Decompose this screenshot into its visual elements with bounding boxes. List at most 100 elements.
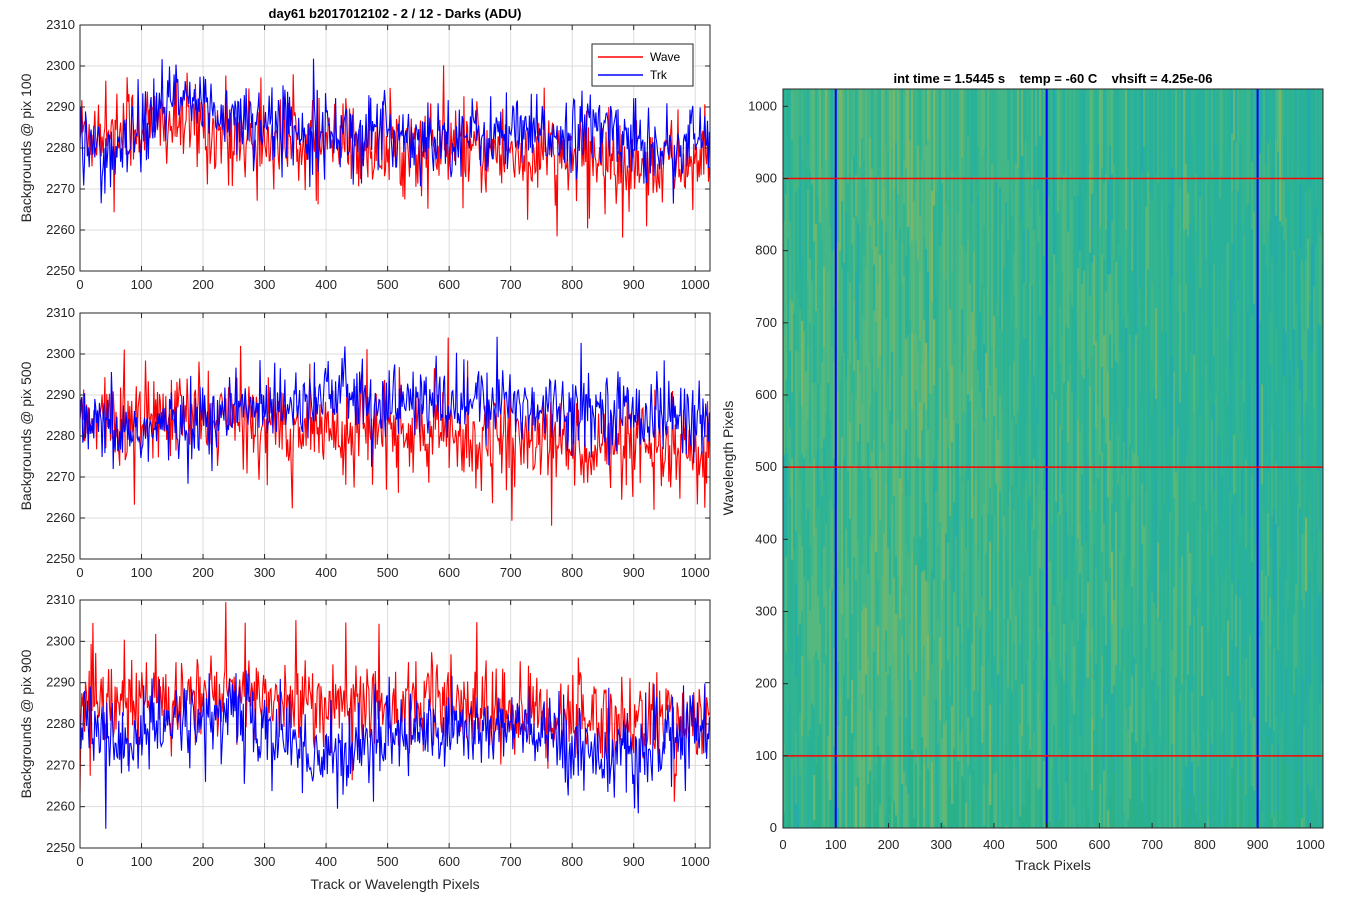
heatmap-cell xyxy=(1161,486,1164,573)
heatmap-cell xyxy=(819,89,822,223)
heatmap-cell xyxy=(997,746,1000,828)
heatmap-cell xyxy=(905,338,908,430)
heatmap-cell xyxy=(1059,424,1062,516)
heatmap-cell xyxy=(801,453,804,547)
heatmap-cell xyxy=(1179,187,1182,286)
heatmap-cell xyxy=(953,247,956,344)
heatmap-cell xyxy=(875,665,878,722)
heatmap-cell xyxy=(869,583,872,625)
y-tick-label: 300 xyxy=(755,603,777,618)
heatmap-cell xyxy=(1217,89,1220,168)
heatmap-cell xyxy=(925,683,928,749)
y-tick-label: 2250 xyxy=(46,263,75,278)
heatmap-cell xyxy=(1233,692,1236,749)
heatmap-cell xyxy=(1049,284,1052,348)
heatmap-cell xyxy=(935,292,938,392)
heatmap-cell xyxy=(1039,721,1042,788)
heatmap-cell xyxy=(1267,472,1270,514)
heatmap-cell xyxy=(1125,89,1128,230)
x-tick-label: 100 xyxy=(131,854,153,869)
heatmap-cell xyxy=(1311,89,1314,245)
heatmap-cell xyxy=(953,592,956,668)
heatmap-cell xyxy=(837,570,840,662)
heatmap-cell xyxy=(823,663,826,756)
heatmap-cell xyxy=(993,657,996,775)
heatmap-cell xyxy=(871,89,874,170)
heatmap-cell xyxy=(937,743,940,827)
heatmap-cell xyxy=(1189,396,1192,458)
heatmap-cell xyxy=(899,89,902,230)
heatmap-cell xyxy=(1133,202,1136,347)
heatmap-cell xyxy=(1189,223,1192,280)
heatmap-cell xyxy=(907,793,910,828)
heatmap-cell xyxy=(1145,491,1148,649)
heatmap-cell xyxy=(1261,570,1264,622)
heatmap-cell xyxy=(809,171,812,259)
x-tick-label: 900 xyxy=(623,277,645,292)
heatmap-cell xyxy=(1027,170,1030,229)
heatmap-cell xyxy=(1163,590,1166,697)
heatmap-cell xyxy=(1129,174,1132,245)
heatmap-cell xyxy=(873,438,876,528)
heatmap-cell xyxy=(879,804,882,828)
heatmap-cell xyxy=(919,89,922,160)
heatmap-cell xyxy=(1221,175,1224,263)
heatmap-cell xyxy=(1251,562,1254,625)
heatmap-cell xyxy=(1213,542,1216,613)
x-tick-label: 700 xyxy=(500,277,522,292)
heatmap-cell xyxy=(1093,679,1096,731)
heatmap-cell xyxy=(1253,634,1256,717)
heatmap-cell xyxy=(1283,626,1286,723)
heatmap-cell xyxy=(1019,456,1022,581)
heatmap-cell xyxy=(1193,269,1196,355)
heatmap-cell xyxy=(1001,658,1004,755)
heatmap-cell xyxy=(971,717,974,805)
heatmap-cell xyxy=(1295,584,1298,668)
heatmap-cell xyxy=(1137,339,1140,457)
heatmap-cell xyxy=(917,89,920,146)
heatmap-cell xyxy=(1055,757,1058,821)
heatmap-cell xyxy=(1265,266,1268,389)
heatmap-cell xyxy=(1277,650,1280,745)
heatmap-cell xyxy=(1207,399,1210,481)
heatmap-cell xyxy=(1195,595,1198,666)
heatmap-cell xyxy=(787,600,790,659)
heatmap-cell xyxy=(1153,672,1156,786)
heatmap-cell xyxy=(811,802,814,828)
heatmap-cell xyxy=(1043,256,1046,351)
heatmap-cell xyxy=(1281,226,1284,274)
heatmap-cell xyxy=(957,213,960,340)
heatmap-cell xyxy=(1059,305,1062,362)
heatmap-cell xyxy=(1005,742,1008,826)
heatmap-cell xyxy=(949,246,952,310)
heatmap-cell xyxy=(1127,450,1130,498)
heatmap-cell xyxy=(1243,548,1246,646)
heatmap-cell xyxy=(1159,733,1162,828)
heatmap-cell xyxy=(1201,450,1204,554)
heatmap-cell xyxy=(933,579,936,640)
heatmap-cell xyxy=(793,410,796,549)
heatmap-cell xyxy=(1289,600,1292,752)
heatmap-cell xyxy=(1301,817,1304,828)
heatmap-cell xyxy=(1265,452,1268,576)
heatmap-cell xyxy=(1043,350,1046,405)
heatmap-cell xyxy=(1239,332,1242,432)
heatmap-cell xyxy=(1141,601,1144,689)
heatmap-cell xyxy=(893,577,896,655)
heatmap-cell xyxy=(1019,221,1022,345)
heatmap-cell xyxy=(1077,196,1080,269)
heatmap-cell xyxy=(807,509,810,581)
heatmap-cell xyxy=(981,665,984,744)
heatmap-cell xyxy=(1125,229,1128,329)
heatmap-cell xyxy=(831,673,834,788)
heatmap-cell xyxy=(995,688,998,773)
heatmap-cell xyxy=(1223,634,1226,725)
heatmap-cell xyxy=(1163,314,1166,408)
heatmap-cell xyxy=(979,312,982,392)
heatmap-cell xyxy=(953,419,956,503)
heatmap-cell xyxy=(995,772,998,828)
heatmap-cell xyxy=(1113,600,1116,686)
heatmap-cell xyxy=(909,450,912,496)
heatmap-cell xyxy=(1147,89,1150,172)
heatmap-cell xyxy=(1115,788,1118,828)
